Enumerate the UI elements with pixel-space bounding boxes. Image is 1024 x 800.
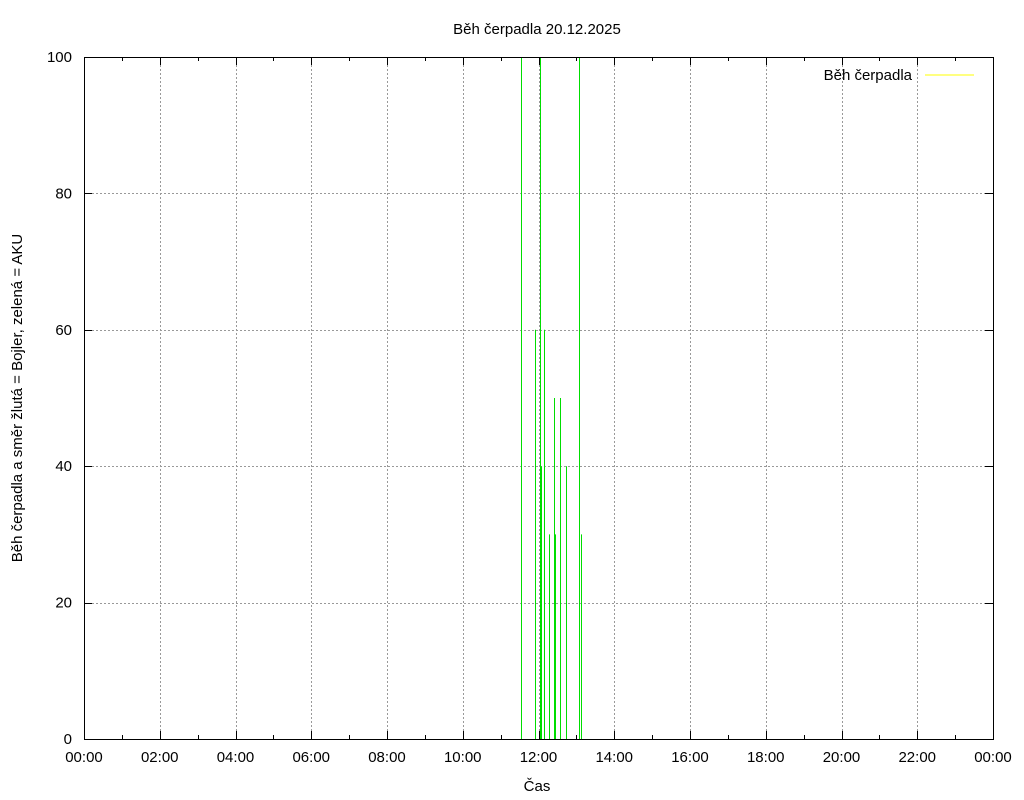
x-tick-label: 10:00 [444, 749, 482, 766]
x-tick-label: 06:00 [292, 749, 330, 766]
x-tick-label: 22:00 [898, 749, 936, 766]
x-tick-label: 12:00 [520, 749, 558, 766]
x-axis-label: Čas [524, 778, 551, 795]
grid [84, 57, 993, 739]
plot-frame [84, 57, 994, 740]
x-tick-label: 20:00 [823, 749, 861, 766]
x-tick-label: 00:00 [974, 749, 1012, 766]
y-tick-label: 0 [64, 731, 72, 748]
y-tick-label: 40 [55, 458, 72, 475]
x-tick-label: 04:00 [217, 749, 255, 766]
y-tick-label: 80 [55, 185, 72, 202]
x-tick-label: 14:00 [595, 749, 633, 766]
y-tick-label: 100 [47, 49, 72, 66]
y-tick-label: 20 [55, 595, 72, 612]
y-axis-label: Běh čerpadla a směr žlutá = Bojler, zele… [9, 234, 26, 563]
x-tick-label: 02:00 [141, 749, 179, 766]
data-series [521, 57, 582, 739]
x-tick-label: 08:00 [368, 749, 406, 766]
y-tick-label: 60 [55, 322, 72, 339]
x-tick-label: 18:00 [747, 749, 785, 766]
x-tick-label: 00:00 [65, 749, 103, 766]
x-tick-label: 16:00 [671, 749, 709, 766]
chart-title: Běh čerpadla 20.12.2025 [453, 21, 621, 38]
legend-label: Běh čerpadla [824, 67, 913, 84]
legend: Běh čerpadla [824, 67, 974, 84]
ticks: 00:00 02:00 04:00 06:00 08:00 10:00 12:00 14:00… [47, 49, 1012, 766]
